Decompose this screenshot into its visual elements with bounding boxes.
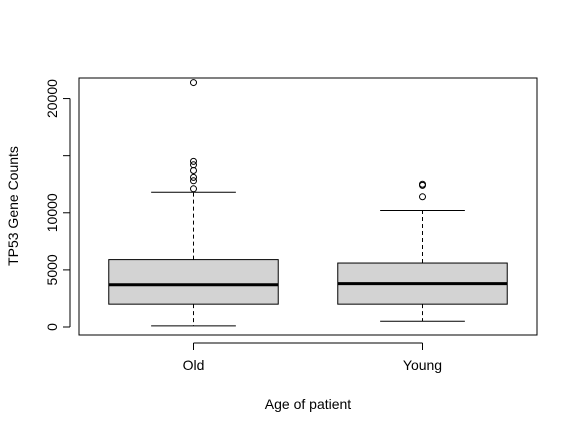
x-tick-label: Old <box>183 357 205 373</box>
x-axis-title: Age of patient <box>265 396 352 412</box>
boxes-layer <box>108 79 508 327</box>
box-group-old <box>108 79 279 327</box>
outlier-point <box>190 157 197 165</box>
box-group-young <box>337 180 508 322</box>
y-tick-label: 5000 <box>44 254 60 285</box>
outlier-point <box>190 185 197 193</box>
box-iqr <box>108 259 279 305</box>
y-tick-label: 0 <box>44 323 60 331</box>
x-axis: Old Young <box>183 342 442 373</box>
outlier-point <box>190 167 197 175</box>
outlier-point <box>419 193 426 201</box>
outlier-point <box>190 161 197 169</box>
plot-frame <box>78 77 538 336</box>
y-axis: 0 5000 10000 20000 <box>44 79 71 331</box>
y-tick-label: 10000 <box>44 193 60 232</box>
outlier-point <box>419 180 426 188</box>
outlier-point <box>190 79 197 87</box>
outlier-point <box>190 173 197 181</box>
y-tick-label: 20000 <box>44 79 60 118</box>
outlier-point <box>190 177 197 185</box>
x-tick-label: Young <box>403 357 442 373</box>
y-axis-title: TP53 Gene Counts <box>5 146 21 266</box>
